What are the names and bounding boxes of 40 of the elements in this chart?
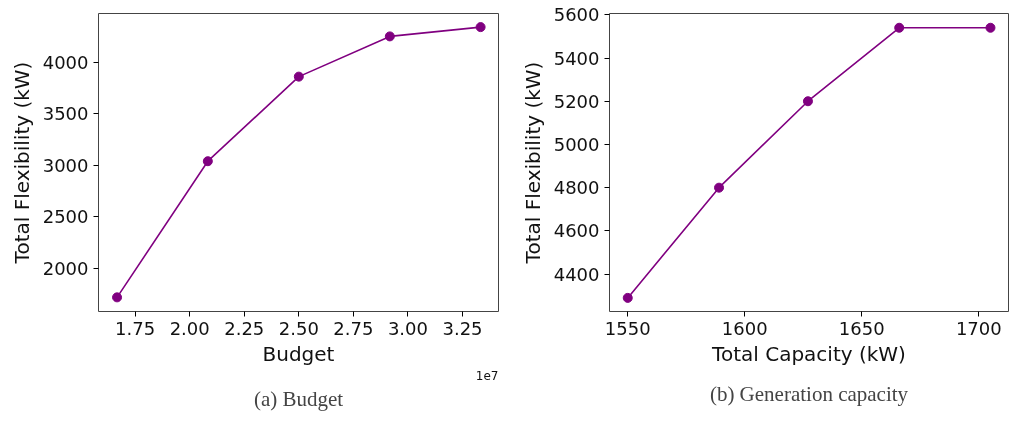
x-tick-label: 1.75: [115, 317, 156, 339]
y-tick-label: 5200: [553, 90, 600, 112]
y-tick-label: 2000: [42, 257, 89, 279]
point: [802, 96, 813, 107]
point: [985, 22, 996, 33]
x-tick-label: 1650: [838, 317, 885, 339]
x-tick-label: 2.50: [278, 317, 319, 339]
y-axis-title: Total Flexibility (kW): [9, 61, 34, 265]
text: (b) Generation capacity: [709, 381, 909, 406]
y-tick-label: 3000: [42, 154, 89, 176]
point: [202, 156, 213, 167]
x-tick-label: 2.00: [169, 317, 210, 339]
x-tick-label: 1700: [955, 317, 1002, 339]
point: [293, 71, 304, 82]
x-tick-label: 2.75: [333, 317, 374, 339]
y-tick-label: 2500: [42, 206, 89, 228]
y-tick-label: 4600: [553, 220, 600, 242]
x-tick-label: 2.25: [224, 317, 265, 339]
x-tick-label: 1550: [604, 317, 651, 339]
y-tick-label: 5000: [553, 133, 600, 155]
x-tick-label: 1600: [721, 317, 768, 339]
y-tick-label: 5400: [553, 47, 600, 69]
x-axis-title: Total Capacity (kW): [711, 341, 906, 366]
x-axis-title: Budget: [262, 341, 335, 366]
point: [714, 182, 725, 193]
y-tick-label: 5600: [553, 4, 600, 26]
text: 1e7: [475, 368, 499, 383]
x-tick-label: 3.00: [387, 317, 428, 339]
y-tick-label: 4000: [42, 51, 89, 73]
y-tick-label: 3500: [42, 103, 89, 125]
y-axis-title: Total Flexibility (kW): [520, 61, 545, 265]
point: [622, 292, 633, 303]
point: [112, 292, 123, 303]
point: [894, 22, 905, 33]
y-tick-label: 4400: [553, 263, 600, 285]
y-tick-label: 4800: [553, 177, 600, 199]
point: [475, 22, 486, 33]
x-tick-label: 3.25: [442, 317, 483, 339]
point: [384, 31, 395, 42]
text: (a) Budget: [253, 386, 344, 411]
